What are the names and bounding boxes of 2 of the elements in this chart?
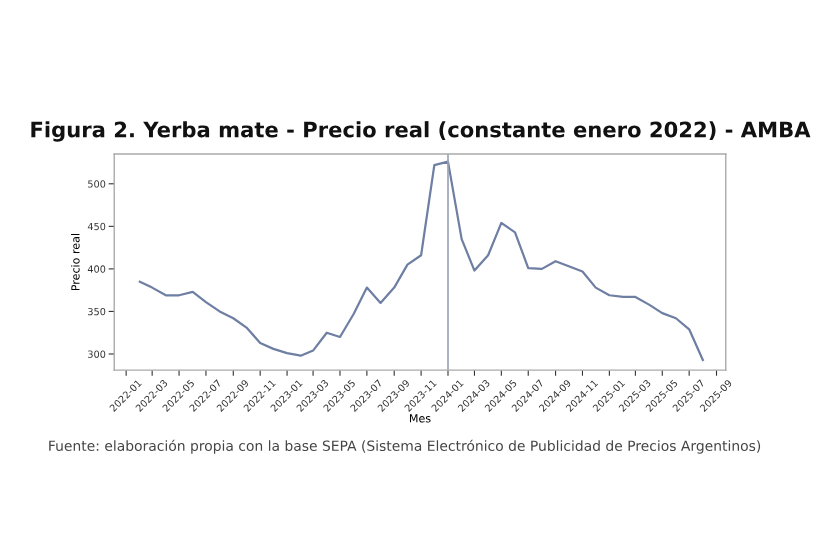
line-series <box>138 160 704 362</box>
chart-title: Figura 2. Yerba mate - Precio real (constante enero 2022) - AMBA <box>31 121 811 142</box>
